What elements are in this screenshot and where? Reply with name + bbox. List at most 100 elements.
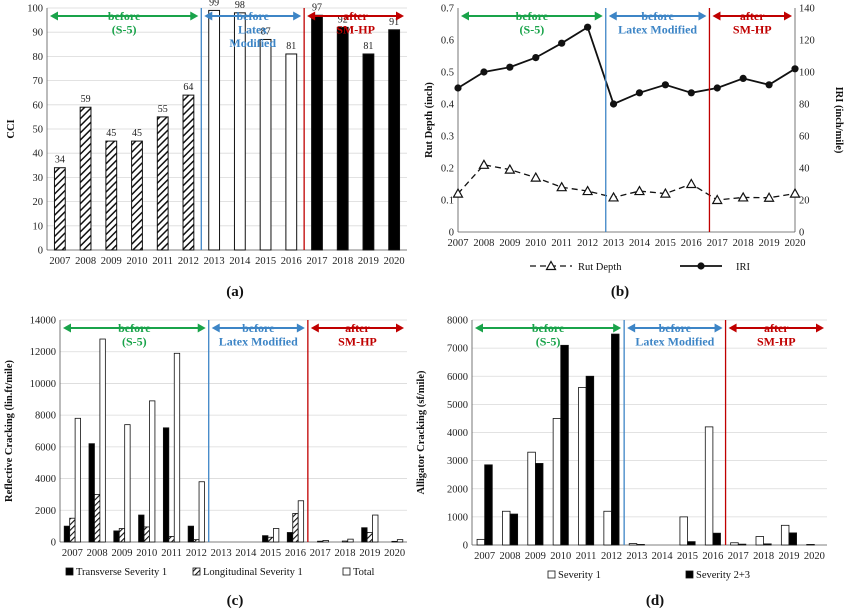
bar <box>173 352 181 543</box>
phase-arrowhead <box>204 11 213 21</box>
phase-arrowhead <box>613 323 622 333</box>
y-tick-label: 0.1 <box>441 196 454 207</box>
x-tick-label: 2014 <box>652 551 674 562</box>
y-tick-label: 8000 <box>35 411 56 422</box>
bar <box>806 544 815 546</box>
bar <box>131 140 143 251</box>
y-tick-label: 0 <box>51 538 56 549</box>
y-tick-label: 0.6 <box>441 36 454 47</box>
data-label: 91 <box>389 17 399 28</box>
bar <box>336 26 349 251</box>
y-tick-label: 14000 <box>30 316 56 327</box>
data-label: 99 <box>209 0 219 8</box>
x-tick-label: 2013 <box>626 551 647 562</box>
x-tick-label: 2016 <box>702 551 723 562</box>
data-label: 64 <box>183 82 193 93</box>
series-point <box>582 185 594 196</box>
legend-label: Rut Depth <box>578 262 622 273</box>
legend-marker <box>697 262 705 270</box>
data-label: 45 <box>132 128 142 139</box>
y-tick-label: 4000 <box>35 474 56 485</box>
chart-caption: (d) <box>646 593 664 609</box>
x-tick-label: 2020 <box>804 551 825 562</box>
series-point <box>763 192 775 202</box>
series-point <box>506 63 514 71</box>
chart-d: 0 1000 2000 3000 4000 5000 6000 7000 8000 2007 200… <box>416 316 827 609</box>
series-point <box>454 84 462 92</box>
series-point <box>789 187 801 198</box>
x-tick-label: 2009 <box>111 548 132 559</box>
series-point <box>713 84 721 92</box>
x-tick-label: 2013 <box>211 548 232 559</box>
bar <box>63 525 71 543</box>
x-tick-label: 2013 <box>204 256 225 267</box>
y-tick-label: 1000 <box>447 512 468 523</box>
phase-label: (S-5) <box>122 335 147 349</box>
bar <box>361 527 368 543</box>
bar <box>534 463 544 546</box>
y2-tick-label: 60 <box>799 132 810 143</box>
y-tick-label: 0 <box>449 228 454 239</box>
x-tick-label: 2020 <box>785 238 806 249</box>
x-tick-label: 2016 <box>681 238 702 249</box>
y-tick-label: 0.5 <box>441 68 454 79</box>
y-axis-label: Reflective Cracking (lin.ft/mile) <box>4 360 15 502</box>
phase-label: before <box>242 321 275 335</box>
x-tick-label: 2015 <box>655 238 676 249</box>
phase-label: (S-5) <box>536 335 561 349</box>
y-axis-label: Alligator Cracking (sf/mile) <box>416 370 427 495</box>
x-tick-label: 2010 <box>550 551 571 562</box>
x-tick-label: 2011 <box>551 238 572 249</box>
x-tick-label: 2008 <box>75 256 96 267</box>
bar <box>182 94 195 251</box>
y-tick-label: 3000 <box>447 456 468 467</box>
x-tick-label: 2012 <box>601 551 622 562</box>
series-point <box>687 89 695 97</box>
bar <box>362 53 375 251</box>
series-point <box>504 163 516 174</box>
series-point <box>711 194 723 205</box>
phase-label: before <box>641 9 674 23</box>
bar <box>267 536 274 543</box>
x-tick-label: 2008 <box>500 551 521 562</box>
x-tick-label: 2007 <box>49 256 70 267</box>
legend-swatch <box>547 570 556 579</box>
phase-arrowhead <box>293 11 302 21</box>
phase-arrowhead <box>461 11 469 21</box>
bar <box>149 400 156 543</box>
phase-label: after <box>345 321 370 335</box>
bar <box>156 116 169 251</box>
y-tick-label: 0.4 <box>441 100 455 111</box>
phase-arrowhead <box>190 11 199 21</box>
bar <box>74 417 81 543</box>
series-point <box>661 81 669 89</box>
x-tick-label: 2018 <box>733 238 754 249</box>
legend-label: IRI <box>736 262 751 273</box>
bar <box>476 538 486 546</box>
data-label: 87 <box>261 26 271 37</box>
y2-axis-label: IRI (inch/mile) <box>833 87 844 154</box>
series-point <box>532 54 540 62</box>
bar <box>585 375 595 546</box>
phase-label: before <box>236 9 269 23</box>
y-tick-label: 100 <box>27 4 43 15</box>
y2-tick-label: 40 <box>799 164 810 175</box>
phase-arrowhead <box>728 323 737 333</box>
y-tick-label: 10 <box>33 221 44 232</box>
series-point <box>739 74 747 82</box>
bar <box>311 14 323 251</box>
series-line <box>457 164 796 201</box>
y2-tick-label: 120 <box>799 36 815 47</box>
legend-label: Total <box>353 567 375 578</box>
legend-swatch <box>192 567 201 576</box>
phase-arrowhead <box>50 11 58 21</box>
y-tick-label: 5000 <box>447 400 468 411</box>
x-tick-label: 2007 <box>474 551 495 562</box>
y-tick-label: 80 <box>33 52 44 63</box>
series-point <box>478 159 490 169</box>
bar <box>484 464 493 546</box>
data-label: 45 <box>106 128 116 139</box>
chart-b: 0 0.1 0.2 0.3 0.4 0.5 0.6 0.7 2007 2008 2009 2010 20… <box>424 4 844 301</box>
y-tick-label: 0 <box>38 246 43 257</box>
bar <box>687 541 696 546</box>
